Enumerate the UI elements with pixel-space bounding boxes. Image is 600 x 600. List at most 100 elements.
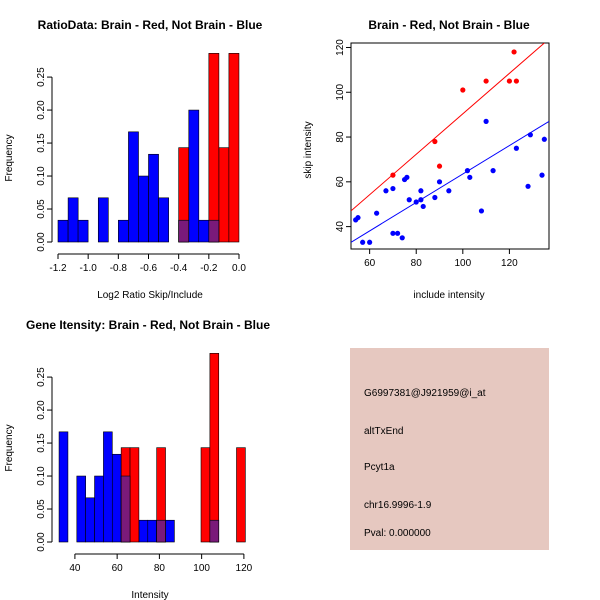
ratio-histogram-blue-bar	[77, 219, 89, 243]
ratio-histogram-blue-bar	[57, 219, 69, 243]
ratio-histogram-x-tick-label: -0.4	[170, 263, 188, 274]
scatter-point-not-brain	[446, 188, 452, 194]
intensity-histogram-y-tick-label: 0.05	[36, 499, 47, 519]
intensity-histogram-red-bar	[200, 447, 211, 543]
scatter-inner	[351, 43, 549, 245]
scatter-point-not-brain	[483, 118, 489, 124]
scatter-xlabel: include intensity	[413, 290, 484, 301]
scatter-point-not-brain	[420, 203, 426, 210]
ratio-histogram-blue-bar	[128, 131, 139, 243]
scatter-point-not-brain	[467, 174, 473, 180]
ratio-histogram-y-tick-label: 0.05	[36, 199, 47, 219]
ratio-histogram: RatioData: Brain - Red, Not Brain - Blue…	[4, 18, 263, 301]
intensity-histogram-y-tick-label: 0.15	[36, 433, 47, 453]
scatter-point-not-brain	[539, 172, 545, 178]
scatter-x-tick-label: 100	[454, 258, 471, 269]
scatter-point-brain	[483, 78, 489, 84]
scatter-point-brain	[506, 78, 512, 84]
ratio-histogram-red-bar	[218, 147, 230, 243]
ratio-histogram-blue-bar	[138, 175, 149, 243]
intensity-histogram-red-bar	[236, 447, 246, 543]
scatter-point-not-brain	[464, 168, 471, 174]
scatter-point-not-brain	[527, 132, 533, 138]
intensity-scatter: Brain - Red, Not Brain - Blue include in…	[303, 18, 550, 301]
scatter-point-brain	[511, 49, 517, 55]
ratio-histogram-overlap-bar	[178, 219, 190, 243]
intensity-histogram-overlap-bar	[120, 475, 131, 543]
intensity-histogram-title: Gene Itensity: Brain - Red, Not Brain - …	[26, 318, 270, 332]
intensity-histogram-blue-bar	[85, 497, 95, 543]
scatter-point-not-brain	[390, 185, 396, 192]
intensity-histogram-blue-bar	[147, 519, 157, 543]
intensity-histogram-overlap-bar	[209, 519, 220, 543]
scatter-point-brain	[436, 163, 443, 169]
intensity-histogram-blue-bar	[111, 453, 122, 543]
ratio-histogram-x-tick-label: 0.0	[232, 263, 246, 274]
scatter-point-not-brain	[404, 174, 410, 180]
ratio-histogram-y-tick-label: 0.25	[36, 67, 47, 87]
ratio-histogram-y-tick-label: 0.15	[36, 133, 47, 153]
scatter-point-not-brain	[513, 145, 519, 151]
scatter-y-tick-label: 80	[335, 131, 346, 143]
ratio-histogram-blue-bar	[118, 219, 129, 243]
intensity-histogram-blue-bar	[103, 431, 113, 543]
ratio-histogram-title: RatioData: Brain - Red, Not Brain - Blue	[38, 18, 263, 32]
scatter-point-not-brain	[436, 179, 443, 185]
genomic-location: chr16.9996-1.9	[364, 500, 432, 511]
scatter-point-not-brain	[406, 197, 412, 203]
ratio-histogram-ylabel: Frequency	[4, 134, 15, 181]
intensity-histogram-x-tick-label: 80	[154, 563, 166, 574]
intensity-histogram-y-tick-label: 0.20	[36, 400, 47, 420]
ratio-histogram-x-tick-label: -1.2	[49, 263, 67, 274]
intensity-histogram-y-tick-label: 0.10	[36, 466, 47, 486]
scatter-plot-frame	[350, 42, 550, 250]
ratio-histogram-blue-bar	[198, 219, 210, 243]
intensity-histogram-blue-bar	[76, 475, 86, 543]
scatter-point-not-brain	[383, 188, 389, 194]
ratio-histogram-y-tick-label: 0.20	[36, 100, 47, 120]
intensity-histogram: Gene Itensity: Brain - Red, Not Brain - …	[4, 318, 270, 600]
ratio-histogram-blue-bar	[148, 153, 159, 243]
scatter-point-brain	[432, 138, 438, 145]
ratio-histogram-red-bar	[228, 53, 240, 243]
scatter-x-tick-label: 120	[501, 258, 518, 269]
pval-label: Pval: 0.000000	[364, 528, 431, 539]
scatter-x-tick-label: 60	[364, 258, 376, 269]
info-panel-background	[350, 348, 549, 550]
scatter-y-tick-label: 120	[335, 39, 346, 56]
scatter-x-tick-label: 80	[411, 258, 423, 269]
scatter-point-not-brain	[478, 208, 485, 214]
ratio-histogram-x-tick-label: -0.8	[110, 263, 128, 274]
intensity-histogram-y-tick-label: 0.00	[36, 532, 47, 552]
scatter-point-not-brain	[355, 215, 361, 221]
scatter-fit-line-not-brain	[351, 120, 549, 243]
scatter-point-not-brain	[418, 197, 424, 203]
intensity-histogram-red-bar	[129, 447, 140, 543]
probe-id: G6997381@J921959@i_at	[364, 388, 486, 399]
scatter-point-brain	[460, 87, 466, 93]
scatter-point-not-brain	[490, 168, 496, 174]
ratio-histogram-blue-bar	[158, 197, 169, 243]
intensity-histogram-x-tick-label: 120	[236, 563, 253, 574]
ratio-histogram-overlap-bar	[208, 219, 220, 243]
info-panel: G6997381@J921959@i_at altTxEnd Pcyt1a ch…	[350, 348, 549, 550]
ratio-histogram-xlabel: Log2 Ratio Skip/Include	[97, 290, 203, 301]
scatter-point-not-brain	[413, 199, 419, 205]
intensity-histogram-red-bar	[209, 353, 220, 543]
intensity-histogram-x-tick-label: 40	[69, 563, 81, 574]
gene-name: Pcyt1a	[364, 462, 395, 473]
scatter-fit-line-brain	[351, 43, 545, 212]
intensity-histogram-blue-bar	[165, 519, 175, 543]
scatter-point-not-brain	[394, 230, 401, 236]
ratio-histogram-blue-bar	[67, 197, 79, 243]
ratio-histogram-x-tick-label: -0.2	[200, 263, 218, 274]
intensity-histogram-blue-bar	[138, 519, 149, 543]
scatter-point-brain	[513, 78, 519, 84]
scatter-y-tick-label: 40	[335, 221, 346, 233]
ratio-histogram-x-tick-label: -1.0	[80, 263, 98, 274]
intensity-histogram-overlap-bar	[156, 519, 166, 543]
ratio-histogram-y-tick-label: 0.00	[36, 232, 47, 252]
intensity-histogram-y-tick-label: 0.25	[36, 367, 47, 387]
ratio-histogram-red-bar	[208, 53, 220, 243]
